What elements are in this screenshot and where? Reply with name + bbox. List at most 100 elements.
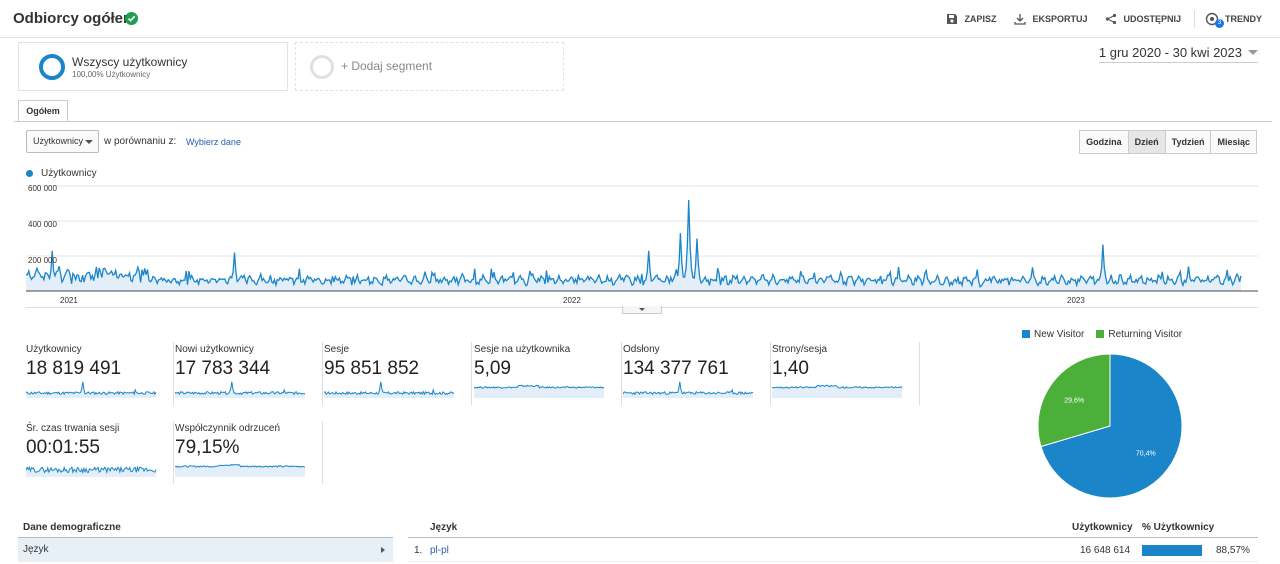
x-tick-2023: 2023 bbox=[1067, 296, 1085, 305]
pie-slice-returning-visitor[interactable] bbox=[1037, 353, 1111, 448]
export-button[interactable]: EKSPORTUJ bbox=[1014, 13, 1087, 25]
granularity-month[interactable]: Miesiąc bbox=[1211, 130, 1257, 154]
toolbar-divider bbox=[1193, 10, 1195, 28]
sparkline bbox=[623, 381, 754, 398]
users-area-chart bbox=[26, 185, 1258, 292]
legend-new-visitor-label: New Visitor bbox=[1034, 329, 1085, 340]
legend-returning-visitor: Returning Visitor bbox=[1096, 329, 1182, 340]
visitor-type-pie-chart[interactable]: 70,4% 29,6% bbox=[1036, 352, 1186, 502]
report-header: Odbiorcy ogółem ZAPISZ EKSPORTUJ UDOSTĘP… bbox=[0, 0, 1280, 38]
metric-tile-new-users[interactable]: Nowi użytkownicy 17 783 344 bbox=[175, 342, 323, 405]
metric-tile-pages-per-session[interactable]: Strony/sesja 1,40 bbox=[772, 342, 920, 405]
sparkline-line bbox=[772, 384, 903, 389]
sparkline-fill bbox=[26, 381, 156, 398]
sparkline-fill bbox=[26, 467, 156, 477]
export-icon bbox=[1014, 14, 1027, 25]
metric-value: 17 783 344 bbox=[175, 358, 271, 379]
metric-value: 95 851 852 bbox=[324, 358, 420, 379]
users-series-line bbox=[26, 199, 1242, 288]
metric-label: Śr. czas trwania sesji bbox=[26, 423, 120, 434]
chevron-right-icon bbox=[381, 547, 385, 553]
segment-sub: 100,00% Użytkownicy bbox=[72, 70, 151, 79]
share-button[interactable]: UDOSTĘPNIJ bbox=[1105, 13, 1181, 25]
pie-legend: New Visitor Returning Visitor bbox=[1022, 329, 1194, 340]
metric-tile-users[interactable]: Użytkownicy 18 819 491 bbox=[26, 342, 174, 405]
table-header: Język Użytkownicy % Użytkownicy bbox=[408, 517, 1258, 538]
trends-button[interactable]: TRENDY bbox=[1205, 12, 1262, 26]
table-row: 1. pl-pl 16 648 614 88,57% bbox=[408, 538, 1258, 562]
metric-select[interactable]: Użytkownicy bbox=[26, 130, 99, 153]
add-segment-label: + Dodaj segment bbox=[341, 59, 433, 73]
segment-all-users[interactable]: Wszyscy użytkownicy 100,00% Użytkownicy bbox=[18, 42, 288, 91]
metric-label: Nowi użytkownicy bbox=[175, 344, 254, 355]
sparkline-line bbox=[623, 381, 754, 396]
metric-tile-avg-session-duration[interactable]: Śr. czas trwania sesji 00:01:55 bbox=[26, 421, 174, 484]
chevron-down-icon bbox=[639, 308, 645, 311]
legend-new-visitor: New Visitor bbox=[1022, 329, 1084, 340]
sparkline-fill bbox=[474, 385, 604, 398]
sparkline-line bbox=[175, 463, 306, 468]
granularity-day[interactable]: Dzień bbox=[1128, 130, 1166, 154]
metric-value: 00:01:55 bbox=[26, 437, 100, 458]
sparkline-line bbox=[26, 465, 157, 475]
sparkline bbox=[324, 381, 455, 398]
sparkline-fill bbox=[324, 381, 454, 398]
sparkline-fill bbox=[175, 381, 305, 398]
demographics-item-language[interactable]: Język bbox=[18, 538, 393, 562]
sparkline-fill bbox=[175, 464, 305, 477]
sparkline bbox=[772, 384, 903, 398]
save-label: ZAPISZ bbox=[964, 14, 997, 24]
segment-name: Wszyscy użytkownicy bbox=[72, 55, 188, 69]
sparkline-line bbox=[474, 384, 605, 389]
sparkline bbox=[175, 381, 305, 398]
metric-label: Strony/sesja bbox=[772, 344, 828, 355]
pie-slice-label: 70,4% bbox=[1136, 451, 1156, 458]
granularity-hour[interactable]: Godzina bbox=[1079, 130, 1129, 154]
legend-returning-visitor-label: Returning Visitor bbox=[1108, 329, 1183, 340]
language-table: Język Użytkownicy % Użytkownicy 1. pl-pl… bbox=[408, 517, 1258, 562]
granularity-switch: Godzina Dzień Tydzień Miesiąc bbox=[1079, 130, 1257, 154]
legend-swatch bbox=[1022, 330, 1030, 338]
demographics-panel: Dane demograficzne Język bbox=[18, 517, 393, 562]
tab-divider bbox=[14, 121, 1272, 122]
report-toolbar: ZAPISZ EKSPORTUJ UDOSTĘPNIJ TRENDY 3 bbox=[928, 0, 1280, 38]
save-button[interactable]: ZAPISZ bbox=[946, 13, 996, 25]
metric-label: Sesje na użytkownika bbox=[474, 344, 571, 355]
export-label: EKSPORTUJ bbox=[1032, 14, 1088, 24]
language-link[interactable]: pl-pl bbox=[430, 545, 449, 556]
metric-tile-sessions-per-user[interactable]: Sesje na użytkownika 5,09 bbox=[474, 342, 622, 405]
metric-select-value: Użytkownicy bbox=[33, 136, 84, 146]
sparkline-fill bbox=[772, 385, 902, 398]
chevron-down-icon bbox=[1248, 50, 1258, 55]
column-header-users-pct: % Użytkownicy bbox=[1142, 522, 1215, 533]
date-range-picker[interactable]: 1 gru 2020 - 30 kwi 2023 bbox=[1098, 45, 1258, 63]
compare-select-link[interactable]: Wybierz dane bbox=[186, 137, 241, 147]
tab-overview[interactable]: Ogółem bbox=[18, 100, 68, 122]
metric-value: 1,40 bbox=[772, 358, 809, 379]
add-segment-button[interactable]: + Dodaj segment bbox=[295, 42, 564, 91]
sparkline bbox=[175, 463, 306, 477]
users-timeline-chart[interactable]: 600 000 400 000 200 000 2021 2022 2023 bbox=[26, 178, 1258, 308]
chart-collapse-toggle[interactable] bbox=[622, 306, 662, 314]
granularity-week[interactable]: Tydzień bbox=[1165, 130, 1212, 154]
legend-label: Użytkownicy bbox=[41, 168, 97, 179]
segment-ring-icon bbox=[39, 54, 65, 80]
sparkline bbox=[474, 384, 605, 398]
metric-tile-sessions[interactable]: Sesje 95 851 852 bbox=[324, 342, 472, 405]
pie-slice-new-visitor[interactable] bbox=[1040, 353, 1183, 499]
sparkline-line bbox=[324, 381, 455, 396]
metric-value: 18 819 491 bbox=[26, 358, 122, 379]
page-title: Odbiorcy ogółem bbox=[13, 10, 137, 27]
row-users: 16 648 614 bbox=[1080, 545, 1131, 556]
x-tick-2022: 2022 bbox=[563, 296, 581, 305]
share-icon bbox=[1106, 13, 1117, 25]
metric-tile-pageviews[interactable]: Odsłony 134 377 761 bbox=[623, 342, 771, 405]
pie-slice-label: 29,6% bbox=[1064, 397, 1084, 404]
trends-label: TRENDY bbox=[1224, 14, 1262, 24]
users-pct-bar bbox=[1142, 545, 1203, 556]
save-icon bbox=[947, 14, 958, 24]
chevron-down-icon bbox=[85, 140, 93, 144]
sparkline-line bbox=[26, 381, 157, 396]
sparkline bbox=[26, 381, 157, 398]
metric-tile-bounce-rate[interactable]: Współczynnik odrzuceń 79,15% bbox=[175, 421, 323, 484]
